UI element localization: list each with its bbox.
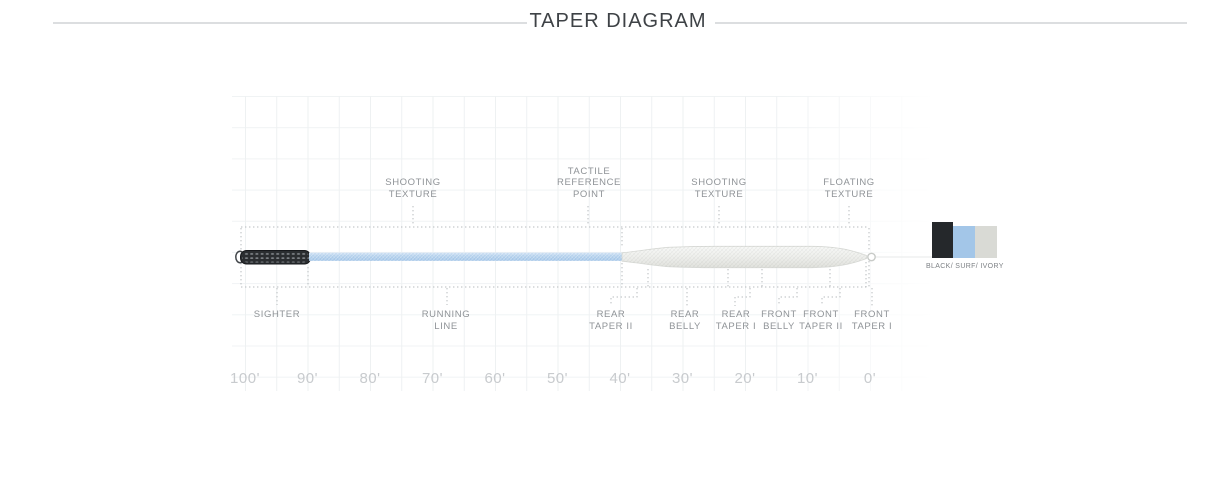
- ruler-mark-70: 70': [421, 370, 444, 387]
- ruler-mark-50: 50': [546, 370, 569, 387]
- label-running-line: RUNNING LINE: [421, 309, 471, 332]
- title-rule-left: [53, 22, 527, 24]
- ruler-mark-80: 80': [359, 370, 381, 387]
- label-rear-taper-1: REAR TAPER I: [715, 309, 757, 332]
- bottom-label-leaders: [276, 288, 873, 306]
- ruler-mark-100: 100': [230, 370, 260, 387]
- title-rule-right: [715, 22, 1187, 24]
- label-front-taper-2: FRONT TAPER II: [799, 309, 843, 332]
- label-rear-belly: REAR BELLY: [669, 309, 701, 332]
- measurement-bracket-bottom: [240, 261, 870, 288]
- legend-swatch-surf: [953, 226, 975, 258]
- label-rear-taper-2: REAR TAPER II: [589, 309, 633, 332]
- ruler-mark-20: 20': [734, 370, 756, 387]
- page-title: TAPER DIAGRAM: [529, 10, 707, 32]
- background-grid-fade: [232, 96, 934, 391]
- front-loop: [867, 252, 876, 262]
- legend-caption: BLACK/ SURF/ IVORY: [926, 263, 1004, 270]
- ruler-mark-40: 40': [609, 370, 631, 387]
- ruler-mark-90: 90': [296, 370, 319, 387]
- legend-swatch-black: [932, 222, 953, 258]
- label-sighter: SIGHTER: [253, 309, 301, 320]
- sighter-segment: [240, 250, 311, 265]
- ruler-mark-0: 0': [863, 370, 877, 387]
- head-segment: [621, 245, 867, 269]
- label-front-belly: FRONT BELLY: [761, 309, 797, 332]
- label-shooting-texture-front: SHOOTING TEXTURE: [691, 177, 747, 200]
- ruler-mark-60: 60': [484, 370, 506, 387]
- running-line-segment: [309, 252, 623, 261]
- label-front-taper-1: FRONT TAPER I: [851, 309, 893, 332]
- label-shooting-texture-rear: SHOOTING TEXTURE: [385, 177, 441, 200]
- label-tactile-reference-point: TACTILE REFERENCE POINT: [557, 165, 621, 200]
- ruler-mark-10: 10': [796, 370, 819, 387]
- top-label-leaders: [412, 206, 850, 226]
- label-floating-texture: FLOATING TEXTURE: [823, 177, 875, 200]
- ruler-mark-30: 30': [671, 370, 694, 387]
- measurement-bracket-top: [240, 226, 870, 251]
- legend-swatch-ivory: [975, 226, 997, 258]
